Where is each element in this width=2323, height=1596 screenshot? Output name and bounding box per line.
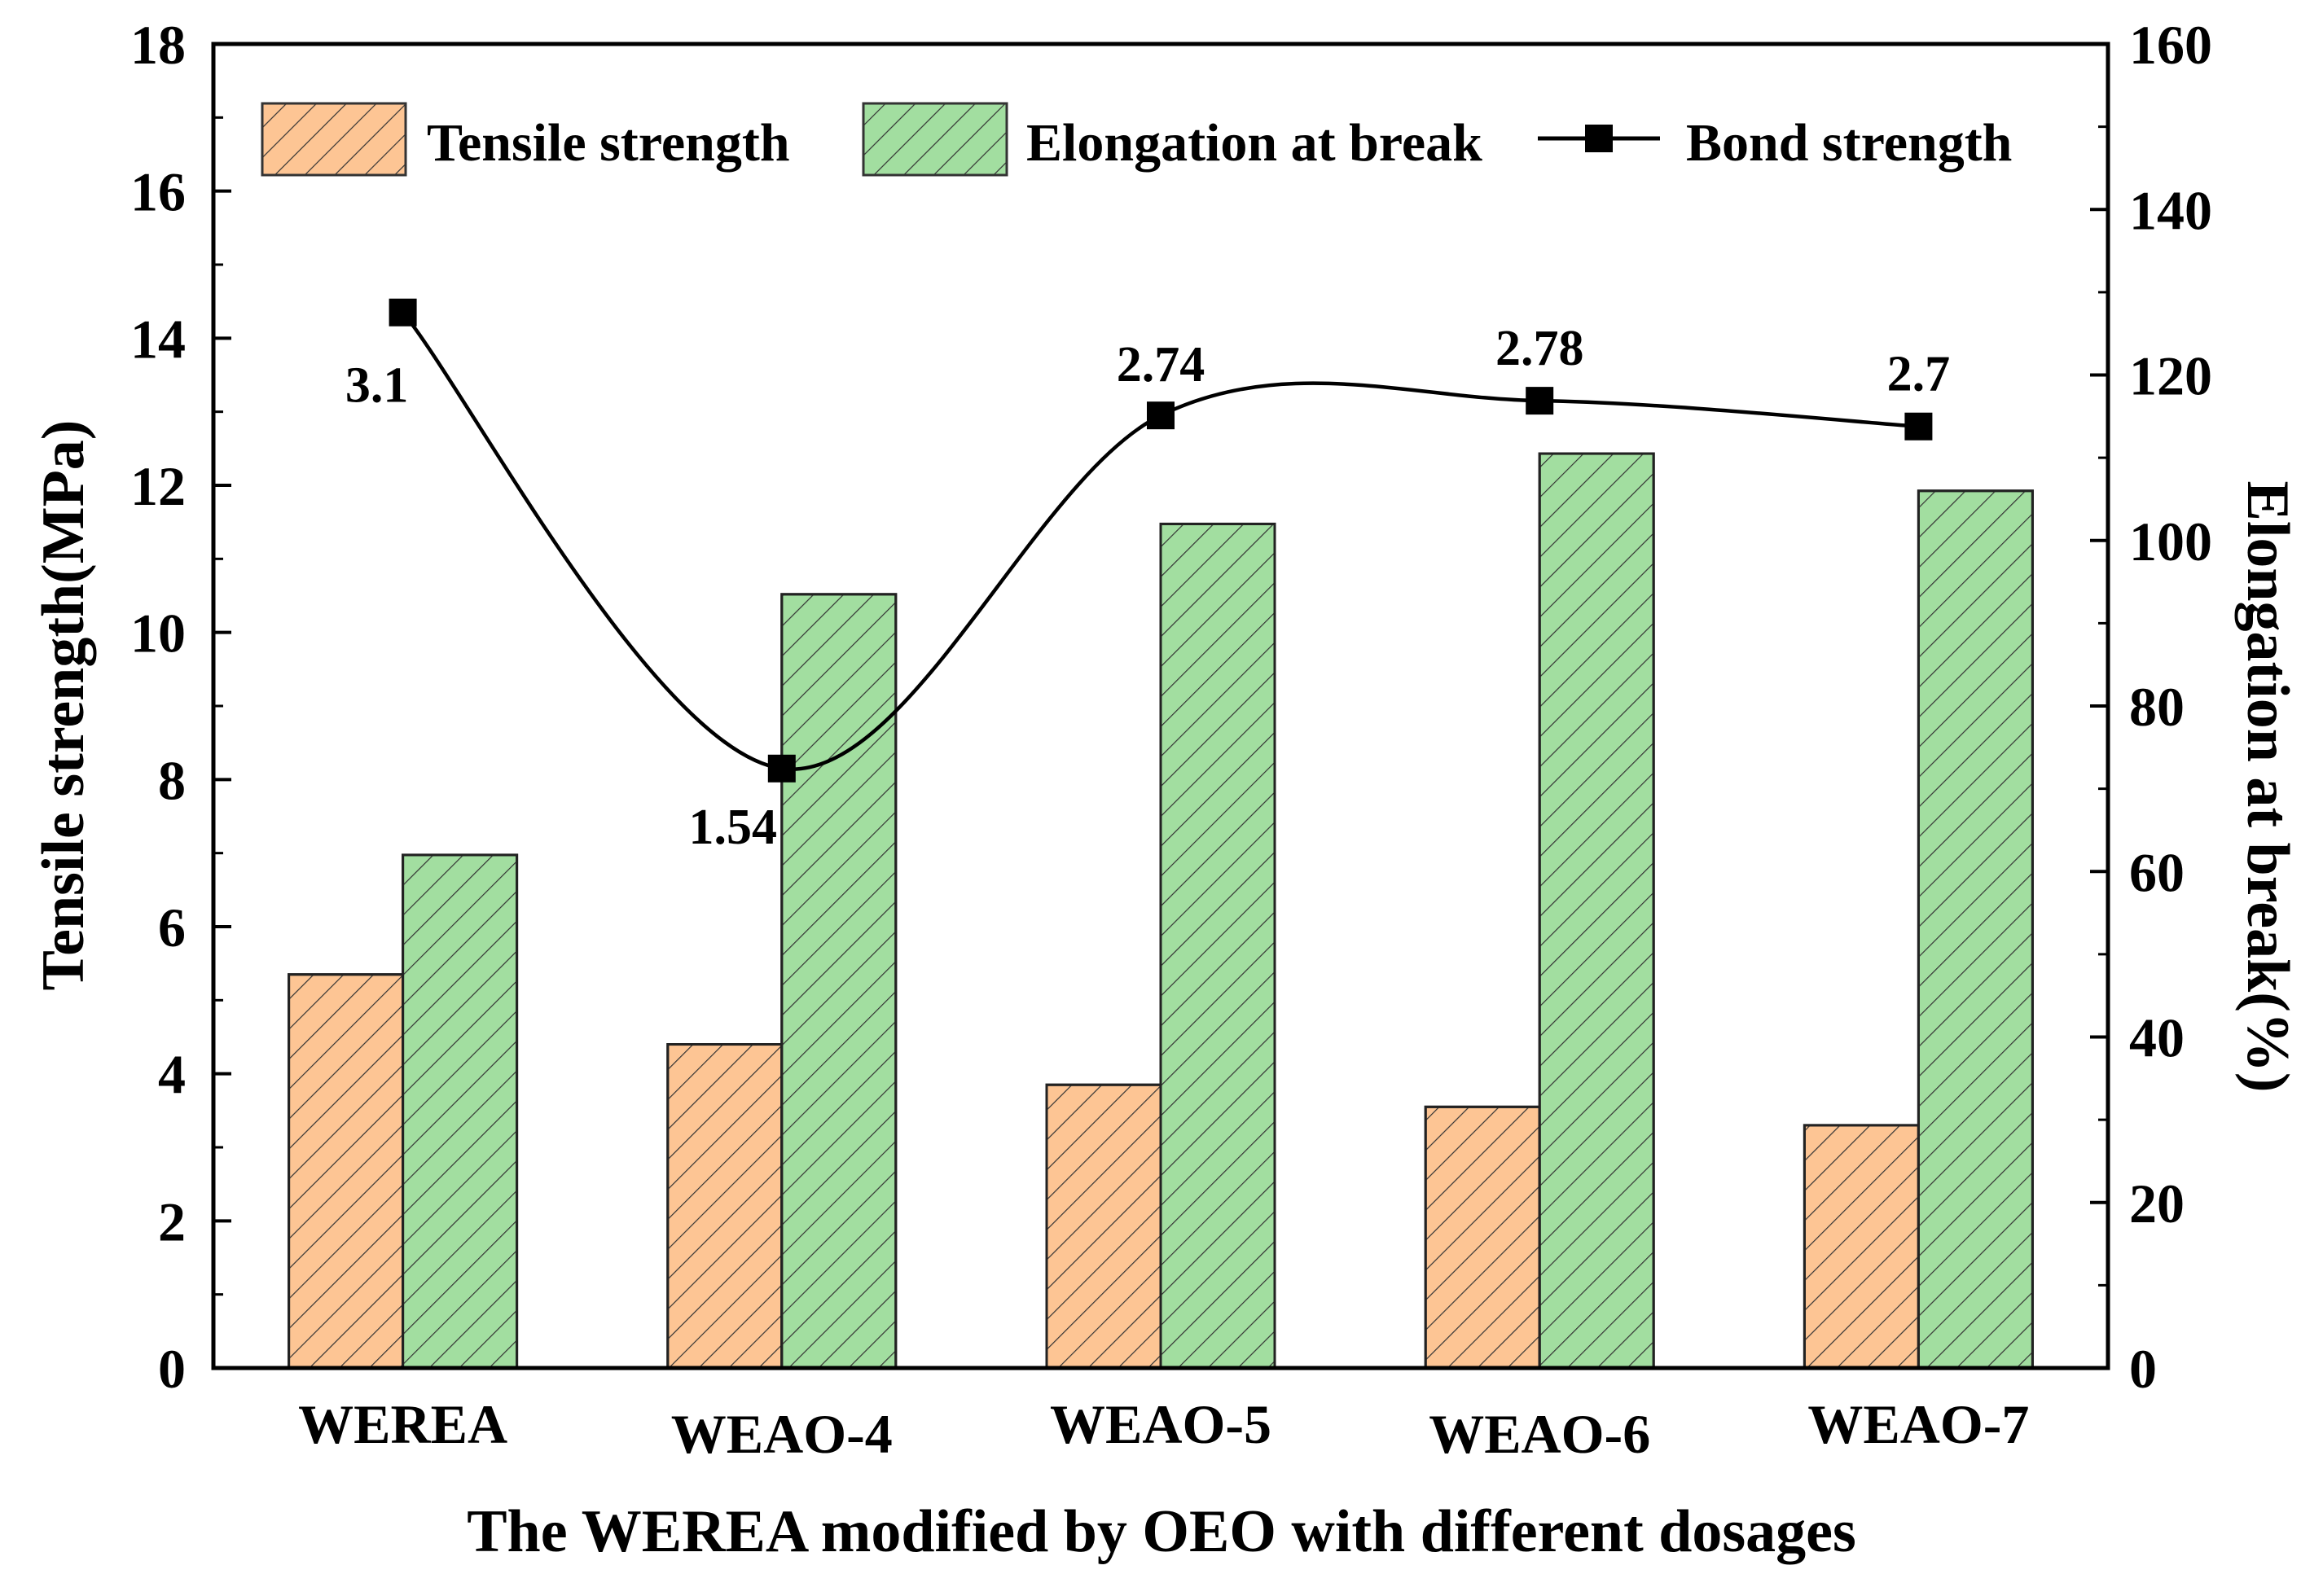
right-tick-label: 0	[2129, 1338, 2157, 1400]
elongation-bar-hatch	[1917, 489, 2034, 1370]
category-label: WEREA	[298, 1393, 507, 1455]
tensile-bar-hatch	[1045, 1083, 1162, 1370]
right-tick-label: 160	[2129, 14, 2212, 76]
legend: Tensile strength Elongation at break Bon…	[261, 102, 2012, 177]
elongation-bar-hatch	[1159, 522, 1276, 1370]
bond-strength-series: 3.1 1.54 2.74 2.78 2.7	[345, 298, 1951, 855]
x-axis-categories: WEREA WEAO-4 WEAO-5 WEAO-6 WEAO-7	[298, 1393, 2029, 1465]
legend-marker-bond	[1585, 125, 1613, 152]
right-tick-label: 120	[2129, 345, 2212, 407]
category-label: WEAO-5	[1050, 1393, 1271, 1455]
category-label: WEAO-6	[1429, 1403, 1650, 1465]
bond-strength-label: 3.1	[345, 358, 409, 414]
bond-strength-marker	[389, 298, 417, 327]
y2-axis-title: Elongation at break(%)	[2234, 480, 2301, 1092]
left-tick-label: 6	[158, 897, 186, 958]
category-label: WEAO-4	[671, 1403, 893, 1465]
right-y-axis: 0 20 40 60 80 100 120 140 160	[2090, 14, 2212, 1400]
bond-strength-marker	[1526, 387, 1554, 415]
bond-strength-marker	[1147, 401, 1175, 430]
bond-strength-line	[401, 311, 1919, 771]
bond-strength-label: 2.74	[1117, 337, 1205, 392]
bond-strength-marker	[1904, 412, 1933, 441]
tensile-bar-hatch	[666, 1043, 784, 1370]
bond-strength-marker	[767, 754, 796, 783]
legend-label-tensile: Tensile strength	[427, 113, 790, 173]
left-tick-label: 18	[130, 14, 186, 76]
elongation-bar-hatch	[780, 593, 898, 1370]
right-tick-label: 100	[2129, 511, 2212, 572]
legend-label-bond: Bond strength	[1686, 113, 2012, 173]
tensile-bar-hatch	[1424, 1105, 1541, 1370]
right-tick-label: 80	[2129, 676, 2185, 738]
left-tick-label: 2	[158, 1190, 186, 1252]
left-tick-label: 16	[130, 161, 186, 223]
left-tick-label: 8	[158, 749, 186, 811]
left-y-axis: 0 2 4 6 8 10 12 14 16 18	[130, 14, 231, 1400]
right-tick-label: 140	[2129, 179, 2212, 241]
bond-strength-label: 2.7	[1887, 347, 1951, 402]
bond-strength-label: 2.78	[1495, 321, 1584, 376]
legend-swatch-tensile-hatch	[261, 102, 407, 177]
left-tick-label: 10	[130, 603, 186, 664]
right-tick-label: 60	[2129, 841, 2185, 903]
tensile-strength-bars	[288, 973, 1920, 1370]
left-tick-label: 4	[158, 1044, 186, 1106]
left-tick-label: 14	[130, 308, 186, 370]
left-tick-label: 12	[130, 455, 186, 517]
tensile-bar-hatch	[1803, 1124, 1920, 1370]
tensile-bar-hatch	[288, 973, 405, 1370]
right-tick-label: 20	[2129, 1173, 2185, 1234]
left-tick-label: 0	[158, 1338, 186, 1400]
elongation-bars	[402, 452, 2034, 1370]
y-axis-title: Tensile strength(MPa)	[30, 420, 97, 991]
bond-strength-label: 1.54	[689, 800, 778, 855]
legend-swatch-elongation-hatch	[862, 102, 1008, 177]
elongation-bar-hatch	[402, 853, 519, 1370]
x-axis-title: The WEREA modified by OEO with different…	[467, 1498, 1856, 1565]
elongation-bar-hatch	[1538, 452, 1655, 1370]
legend-label-elongation: Elongation at break	[1026, 113, 1482, 173]
category-label: WEAO-7	[1807, 1393, 2029, 1455]
right-tick-label: 40	[2129, 1007, 2185, 1069]
